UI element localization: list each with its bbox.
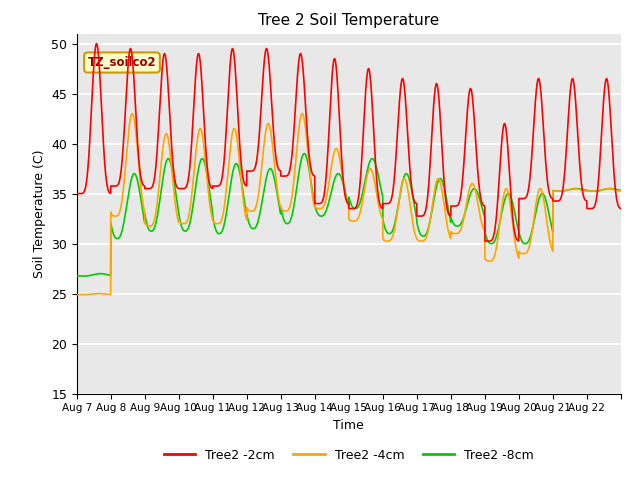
Y-axis label: Soil Temperature (C): Soil Temperature (C) — [33, 149, 45, 278]
Text: TZ_soilco2: TZ_soilco2 — [88, 56, 156, 69]
Title: Tree 2 Soil Temperature: Tree 2 Soil Temperature — [258, 13, 440, 28]
Legend: Tree2 -2cm, Tree2 -4cm, Tree2 -8cm: Tree2 -2cm, Tree2 -4cm, Tree2 -8cm — [159, 444, 539, 467]
X-axis label: Time: Time — [333, 419, 364, 432]
